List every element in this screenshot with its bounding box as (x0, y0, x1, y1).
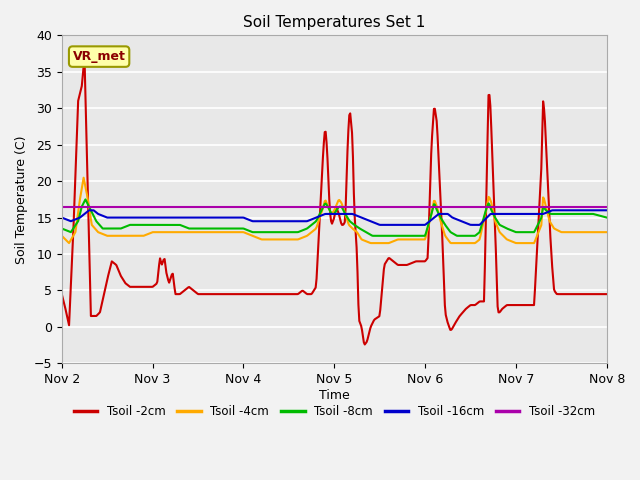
Tsoil -16cm (603, 207, 611, 213)
Tsoil -8cm (470, 233, 478, 239)
Tsoil -2cm (381, 261, 388, 267)
Tsoil -32cm (198, 204, 205, 210)
Tsoil -32cm (58, 204, 66, 210)
Tsoil -4cm (305, 231, 313, 237)
Line: Tsoil -2cm: Tsoil -2cm (62, 59, 607, 345)
Tsoil -16cm (424, 220, 431, 226)
Text: VR_met: VR_met (73, 50, 125, 63)
Tsoil -8cm (199, 226, 207, 231)
Tsoil -16cm (470, 222, 478, 228)
Tsoil -32cm (468, 204, 476, 210)
Tsoil -16cm (85, 207, 93, 213)
Tsoil -4cm (80, 175, 88, 180)
Tsoil -32cm (603, 204, 611, 210)
Tsoil -4cm (156, 229, 163, 235)
Tsoil -16cm (156, 215, 163, 220)
Tsoil -2cm (81, 56, 88, 61)
Tsoil -4cm (470, 240, 478, 246)
Tsoil -16cm (376, 222, 384, 228)
Tsoil -4cm (381, 240, 388, 246)
Tsoil -2cm (361, 342, 369, 348)
X-axis label: Time: Time (319, 389, 349, 402)
Tsoil -2cm (199, 291, 207, 297)
Tsoil -16cm (381, 222, 388, 228)
Tsoil -32cm (379, 204, 387, 210)
Tsoil -4cm (199, 229, 207, 235)
Tsoil -4cm (603, 229, 611, 235)
Tsoil -32cm (154, 204, 162, 210)
Tsoil -8cm (369, 233, 377, 239)
Tsoil -2cm (156, 262, 163, 267)
Tsoil -8cm (305, 224, 313, 229)
Tsoil -4cm (424, 227, 431, 233)
Tsoil -2cm (470, 302, 478, 308)
Tsoil -4cm (58, 233, 66, 239)
Tsoil -4cm (367, 240, 375, 246)
Tsoil -16cm (58, 215, 66, 220)
Tsoil -8cm (424, 225, 431, 230)
Tsoil -8cm (381, 233, 388, 239)
Tsoil -2cm (424, 255, 431, 261)
Tsoil -8cm (156, 222, 163, 228)
Tsoil -2cm (305, 291, 313, 297)
Tsoil -2cm (58, 291, 66, 297)
Line: Tsoil -16cm: Tsoil -16cm (62, 210, 607, 225)
Line: Tsoil -8cm: Tsoil -8cm (62, 199, 607, 236)
Tsoil -32cm (422, 204, 429, 210)
Tsoil -16cm (199, 215, 207, 220)
Tsoil -2cm (603, 291, 611, 297)
Tsoil -8cm (58, 226, 66, 231)
Tsoil -8cm (81, 196, 89, 202)
Tsoil -8cm (603, 215, 611, 220)
Line: Tsoil -4cm: Tsoil -4cm (62, 178, 607, 243)
Y-axis label: Soil Temperature (C): Soil Temperature (C) (15, 135, 28, 264)
Legend: Tsoil -2cm, Tsoil -4cm, Tsoil -8cm, Tsoil -16cm, Tsoil -32cm: Tsoil -2cm, Tsoil -4cm, Tsoil -8cm, Tsoi… (69, 401, 600, 423)
Title: Soil Temperatures Set 1: Soil Temperatures Set 1 (243, 15, 426, 30)
Tsoil -32cm (305, 204, 312, 210)
Tsoil -16cm (305, 217, 313, 223)
